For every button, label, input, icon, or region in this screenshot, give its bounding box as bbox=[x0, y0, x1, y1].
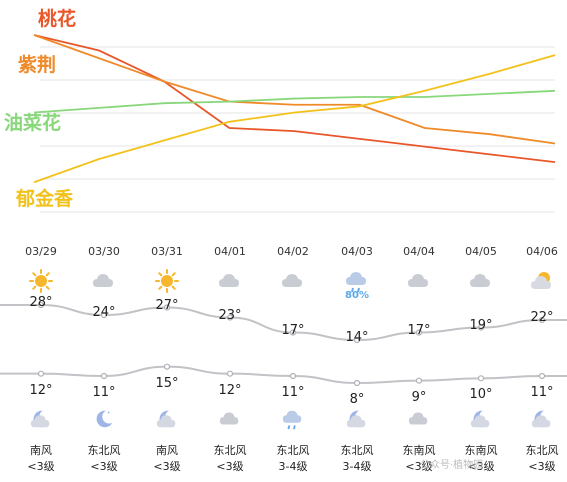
moon-cloud-icon bbox=[346, 410, 366, 428]
series-line-3 bbox=[33, 54, 556, 184]
forecast-day[interactable]: 03/29 28° 12° 南风 <3级 bbox=[10, 240, 72, 482]
moon-cloud-icon bbox=[531, 410, 551, 428]
low-temp: 11° bbox=[281, 385, 305, 400]
series-label-tulip: 郁金香 bbox=[16, 188, 74, 210]
wind-direction: 东北风 bbox=[276, 444, 310, 457]
sun-icon bbox=[29, 269, 53, 293]
rain-cloud-icon bbox=[282, 410, 302, 430]
wind-level: <3级 bbox=[216, 460, 244, 473]
moon-cloud-icon bbox=[470, 410, 490, 428]
wind-direction: 南风 bbox=[156, 444, 178, 457]
series-line-2 bbox=[33, 89, 556, 114]
wind-level: <3级 bbox=[27, 460, 55, 473]
high-temp: 19° bbox=[469, 317, 493, 333]
wind-level: <3级 bbox=[467, 460, 495, 473]
forecast-date: 04/01 bbox=[214, 245, 246, 258]
forecast-day[interactable]: 04/06 22° 11° 东北风 <3级 bbox=[511, 240, 567, 482]
wind-direction: 东北风 bbox=[87, 444, 121, 457]
forecast-day[interactable]: 04/01 23° 12° 东北风 <3级 bbox=[199, 240, 261, 482]
moon-icon bbox=[96, 410, 113, 428]
series-line-1 bbox=[33, 34, 556, 145]
precipitation-chance: 80% bbox=[345, 290, 369, 301]
wind-direction: 东北风 bbox=[525, 444, 559, 457]
cloud-icon bbox=[219, 412, 239, 425]
forecast-date: 04/03 bbox=[341, 245, 373, 258]
sun-icon bbox=[155, 269, 179, 293]
cloud-icon bbox=[93, 274, 113, 287]
forecast-day[interactable]: 04/03 80% 14° 8° 东北风 3-4级 bbox=[326, 240, 388, 482]
forecast-day[interactable]: 04/04 17° 9° 东南风 <3级 bbox=[388, 240, 450, 482]
wind-direction: 东南风 bbox=[464, 444, 498, 457]
cloud-icon bbox=[282, 274, 302, 287]
moon-cloud-icon bbox=[30, 410, 50, 428]
high-temp: 24° bbox=[92, 305, 116, 320]
wind-direction: 东南风 bbox=[402, 444, 436, 457]
low-temp: 15° bbox=[155, 375, 179, 391]
wind-direction: 南风 bbox=[30, 444, 52, 457]
wind-level: <3级 bbox=[528, 460, 556, 473]
wind-level: 3-4级 bbox=[342, 460, 372, 473]
forecast-day[interactable]: 03/30 24° 11° 东北风 <3级 bbox=[73, 240, 135, 482]
low-temp: 11° bbox=[92, 385, 116, 400]
cloud-icon bbox=[219, 274, 239, 287]
forecast-day[interactable]: 04/02 17° 11° 东北风 3-4级 bbox=[262, 240, 324, 482]
cloud-icon bbox=[408, 274, 428, 287]
sun-cloud-icon bbox=[531, 272, 551, 289]
high-temp: 17° bbox=[407, 322, 431, 338]
forecast-date: 04/02 bbox=[277, 245, 309, 258]
forecast-date: 03/29 bbox=[25, 245, 57, 258]
low-temp: 9° bbox=[411, 389, 427, 405]
high-temp: 22° bbox=[530, 310, 554, 325]
wind-level: <3级 bbox=[90, 460, 118, 473]
forecast-strip: 03/29 28° 12° 南风 <3级 03/30 24° 11° 东北风 <… bbox=[0, 240, 567, 482]
series-line-0 bbox=[33, 34, 556, 163]
low-temp: 10° bbox=[469, 387, 493, 403]
high-temp: 17° bbox=[281, 322, 305, 338]
rain-cloud-icon bbox=[346, 272, 366, 293]
high-temp: 28° bbox=[29, 295, 53, 310]
moon-cloud-icon bbox=[156, 410, 176, 428]
forecast-date: 04/06 bbox=[526, 245, 558, 258]
forecast-day[interactable]: 04/05 19° 10° 东南风 <3级 bbox=[450, 240, 512, 482]
series-label-bauhinia: 紫荆 bbox=[18, 54, 57, 76]
low-temp: 12° bbox=[218, 382, 242, 398]
series-label-rapeseed: 油菜花 bbox=[4, 112, 62, 134]
wind-level: <3级 bbox=[153, 460, 181, 473]
forecast-date: 04/05 bbox=[465, 245, 497, 258]
series-label-peach: 桃花 bbox=[38, 8, 77, 30]
forecast-date: 03/30 bbox=[88, 245, 120, 258]
cloud-icon bbox=[408, 412, 428, 425]
wind-direction: 东北风 bbox=[340, 444, 374, 457]
cloud-icon bbox=[470, 274, 490, 287]
high-temp: 27° bbox=[155, 297, 179, 313]
wind-direction: 东北风 bbox=[213, 444, 247, 457]
low-temp: 12° bbox=[29, 382, 53, 398]
low-temp: 8° bbox=[349, 392, 365, 407]
high-temp: 14° bbox=[345, 330, 369, 345]
high-temp: 23° bbox=[218, 307, 242, 323]
forecast-day[interactable]: 03/31 27° 15° 南风 <3级 bbox=[136, 240, 198, 482]
forecast-date: 03/31 bbox=[151, 245, 183, 258]
low-temp: 11° bbox=[530, 385, 554, 400]
wind-level: 3-4级 bbox=[278, 460, 308, 473]
bloom-trend-chart bbox=[33, 34, 556, 213]
wind-level: <3级 bbox=[405, 460, 433, 473]
watermark: 公众号·植物园 bbox=[420, 460, 484, 471]
forecast-date: 04/04 bbox=[403, 245, 435, 258]
